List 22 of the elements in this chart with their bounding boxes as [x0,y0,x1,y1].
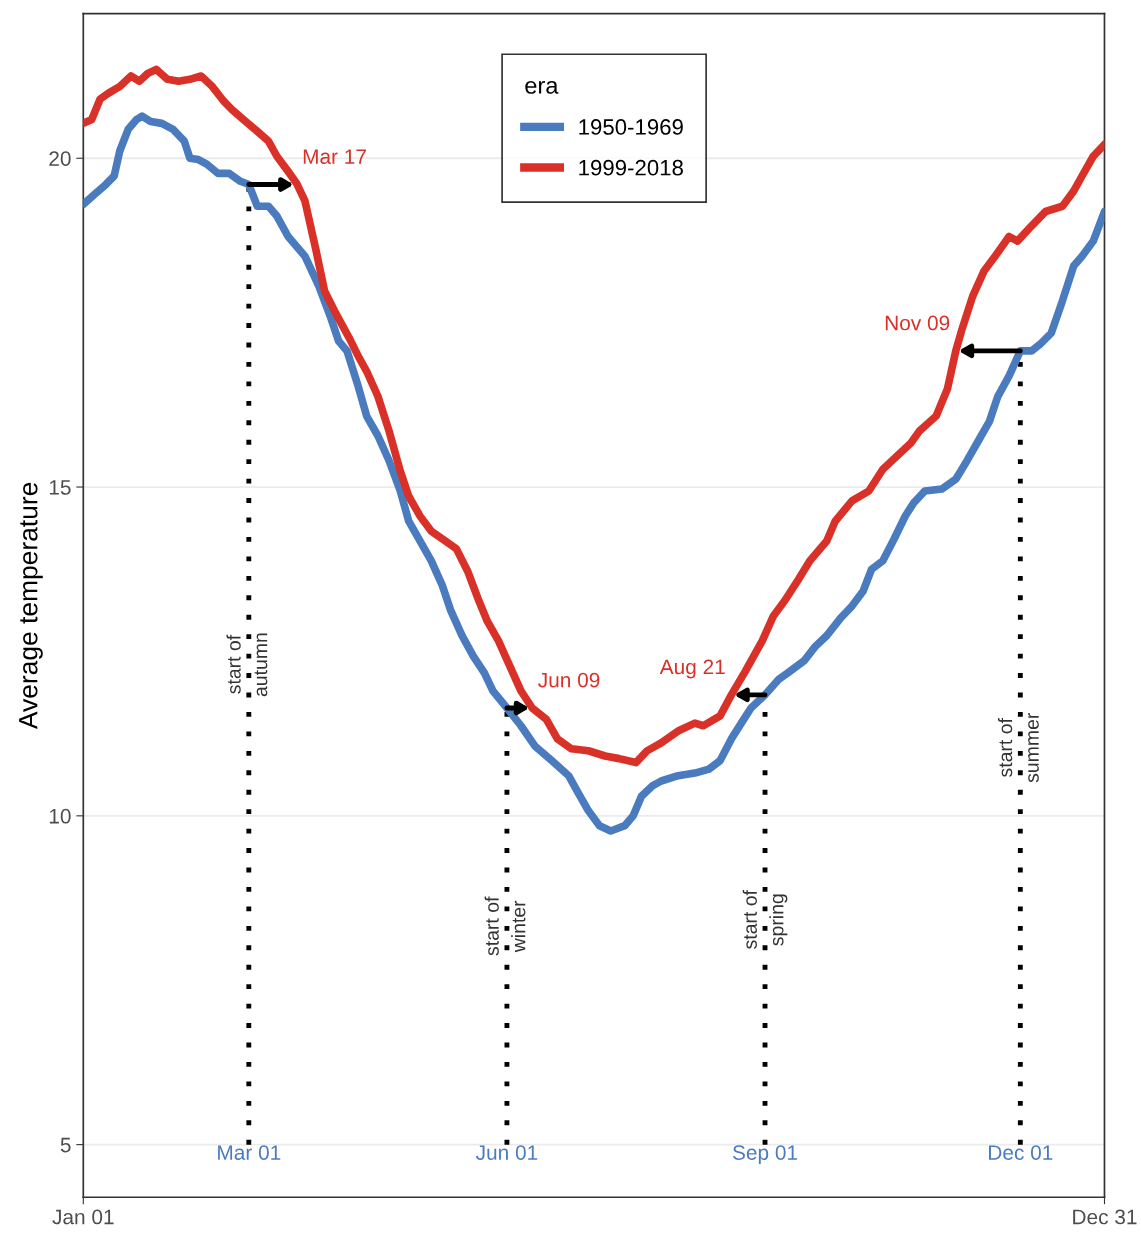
ref-line-label: start of winter [484,896,526,956]
legend-label: 1999-2018 [579,159,683,176]
annotation: Dec 01 [989,1145,1053,1160]
annotation: Nov 09 [885,315,950,331]
annotation: Sep 01 [732,1145,798,1165]
ref-line-label: start of summer [997,712,1039,783]
y-tick-label: 20 [49,151,71,166]
legend-label: 1950-1969 [579,119,683,135]
y-tick-label: 5 [60,1137,71,1153]
legend-title: era [525,80,559,94]
x-tick-label: Jan 01 [52,1209,114,1225]
annotation: Jun 09 [538,672,600,688]
ref-line-label: start of autumn [226,633,268,697]
annotation: Mar 01 [218,1145,281,1160]
x-tick-label: Dec 31 [1073,1209,1137,1225]
y-axis-title: Average temperature [19,482,43,730]
y-tick-label: 10 [49,808,71,824]
ref-line-label: start of spring [742,889,788,949]
annotation: Mar 17 [303,149,366,164]
annotation: Aug 21 [659,659,725,679]
y-tick-label: 15 [49,480,71,495]
annotation: Jun 01 [475,1145,538,1160]
